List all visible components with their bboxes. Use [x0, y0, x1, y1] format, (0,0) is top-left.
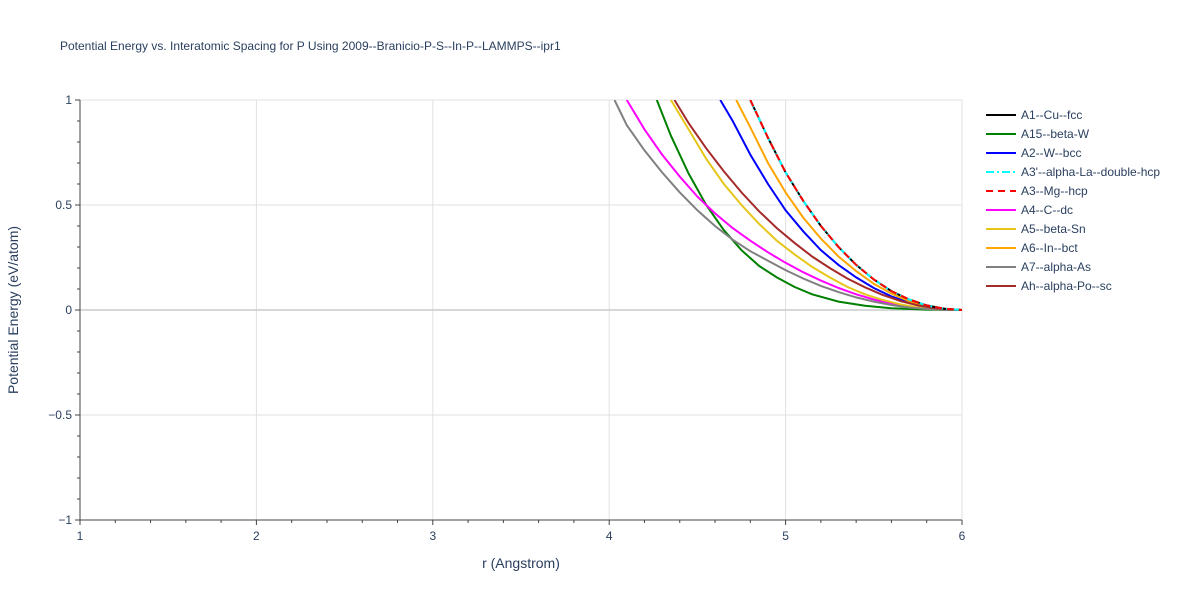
legend-label: A15--beta-W	[1021, 127, 1090, 141]
legend-label: A6--In--bct	[1021, 241, 1078, 255]
legend-label: A3--Mg--hcp	[1021, 184, 1088, 198]
x-tick-label: 1	[77, 529, 84, 543]
legend-label: A2--W--bcc	[1021, 146, 1081, 160]
x-tick-label: 5	[782, 529, 789, 543]
y-tick-label: 0	[65, 303, 72, 317]
legend-label: A5--beta-Sn	[1021, 222, 1086, 236]
series-line-1	[655, 100, 962, 311]
chart-title: Potential Energy vs. Interatomic Spacing…	[60, 39, 561, 53]
y-tick-label: −0.5	[48, 408, 72, 422]
grid	[80, 99, 963, 520]
x-axis-title: r (Angstrom)	[482, 555, 560, 571]
x-tick-label: 3	[429, 529, 436, 543]
x-tick-label: 6	[959, 529, 966, 543]
legend-label: A3'--alpha-La--double-hcp	[1021, 165, 1160, 179]
series-line-4	[749, 100, 962, 311]
x-tick-label: 4	[606, 529, 613, 543]
axes: 1 2 3 4 5 6 −1 −0.5 0 0.5 1	[48, 93, 965, 543]
y-tick-label: 0.5	[55, 198, 72, 212]
legend-label: A7--alpha-As	[1021, 260, 1091, 274]
x-tick-label: 2	[253, 529, 260, 543]
series-line-8	[613, 100, 962, 311]
plot-area	[613, 100, 962, 311]
legend-label: Ah--alpha-Po--sc	[1021, 279, 1112, 293]
legend-label: A4--C--dc	[1021, 203, 1073, 217]
legend-label: A1--Cu--fcc	[1021, 108, 1082, 122]
legend: A1--Cu--fcc A15--beta-W A2--W--bcc A3'--alp…	[986, 108, 1160, 293]
series-line-9	[673, 100, 962, 311]
y-tick-label: −1	[58, 513, 72, 527]
y-axis-title: Potential Energy (eV/atom)	[5, 226, 21, 394]
series-line-6	[670, 100, 962, 311]
y-tick-label: 1	[65, 93, 72, 107]
